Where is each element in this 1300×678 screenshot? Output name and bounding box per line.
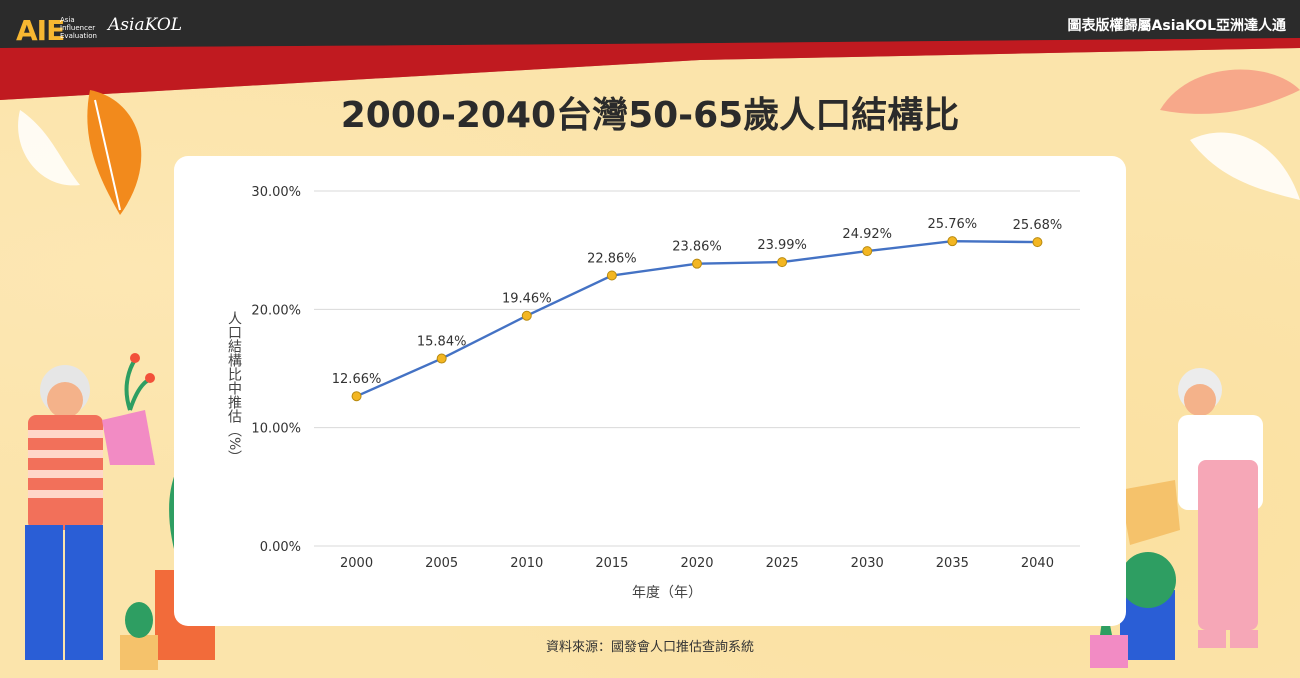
chart-card [174, 156, 1126, 626]
y-tick-label: 10.00% [251, 422, 301, 437]
data-point [351, 391, 362, 402]
aie-sub-line-3: Evaluation [60, 32, 97, 40]
data-point [777, 257, 788, 268]
line-chart: 0.00% 10.00% 20.00% 30.00% 2000 2005 2010 2015… [226, 185, 1080, 601]
x-tick-label: 2015 [595, 556, 628, 571]
data-point [606, 270, 617, 281]
x-axis-label: 年度（年） [632, 585, 702, 601]
header-banner [0, 0, 1300, 100]
data-point [521, 310, 532, 321]
aie-sub-line-1: Asia [60, 16, 75, 24]
data-point [692, 258, 702, 269]
x-axis-ticks: 2000 2005 2010 2015 2020 2025 2030 2035 2040 [340, 556, 1054, 571]
aie-logo-subtitle: Asia Influencer Evaluation [60, 16, 97, 40]
x-tick-label: 2000 [340, 556, 373, 571]
chart-title: 2000-2040台灣50-65歲人口結構比 [340, 95, 960, 136]
data-points [351, 236, 1043, 402]
woman-watering-illustration [1084, 368, 1263, 668]
data-point [862, 246, 873, 257]
y-tick-label: 20.00% [251, 303, 301, 318]
header-dark-band [0, 0, 1300, 48]
x-tick-label: 2025 [766, 556, 799, 571]
x-tick-label: 2040 [1021, 556, 1054, 571]
data-label: 23.99% [757, 238, 807, 253]
aie-sub-line-2: Influencer [60, 24, 96, 32]
copyright-notice: 圖表版權歸屬AsiaKOL亞洲達人通 [1067, 18, 1286, 34]
data-label: 24.92% [842, 227, 892, 242]
aie-logo: AIE [16, 14, 65, 47]
y-tick-label: 30.00% [251, 185, 301, 200]
data-label: 12.66% [332, 372, 382, 387]
data-point [1032, 237, 1043, 248]
data-label: 25.76% [928, 217, 978, 232]
leaf-decoration-left [18, 90, 142, 215]
x-tick-label: 2030 [851, 556, 884, 571]
y-tick-label: 0.00% [260, 540, 301, 555]
asiakol-logo: AsiaKOL [108, 15, 183, 35]
y-axis-ticks: 0.00% 10.00% 20.00% 30.00% [251, 185, 301, 555]
x-tick-label: 2020 [680, 556, 713, 571]
data-label: 19.46% [502, 292, 552, 307]
data-point [947, 236, 958, 247]
gridlines [314, 190, 1080, 547]
data-point [436, 353, 447, 364]
y-axis-label: 人口結構比中推估（%） [226, 311, 242, 464]
data-label: 15.84% [417, 335, 467, 350]
x-tick-label: 2010 [510, 556, 543, 571]
x-tick-label: 2035 [936, 556, 969, 571]
data-label: 23.86% [672, 240, 722, 255]
x-tick-label: 2005 [425, 556, 458, 571]
data-labels: 12.66% 15.84% 19.46% 22.86% 23.86% 23.99% 24.9… [332, 217, 1062, 387]
leaf-decoration-right [1160, 69, 1300, 200]
data-label: 25.68% [1013, 218, 1063, 233]
data-source: 資料來源：國發會人口推估查詢系統 [545, 640, 754, 655]
data-label: 22.86% [587, 251, 637, 266]
